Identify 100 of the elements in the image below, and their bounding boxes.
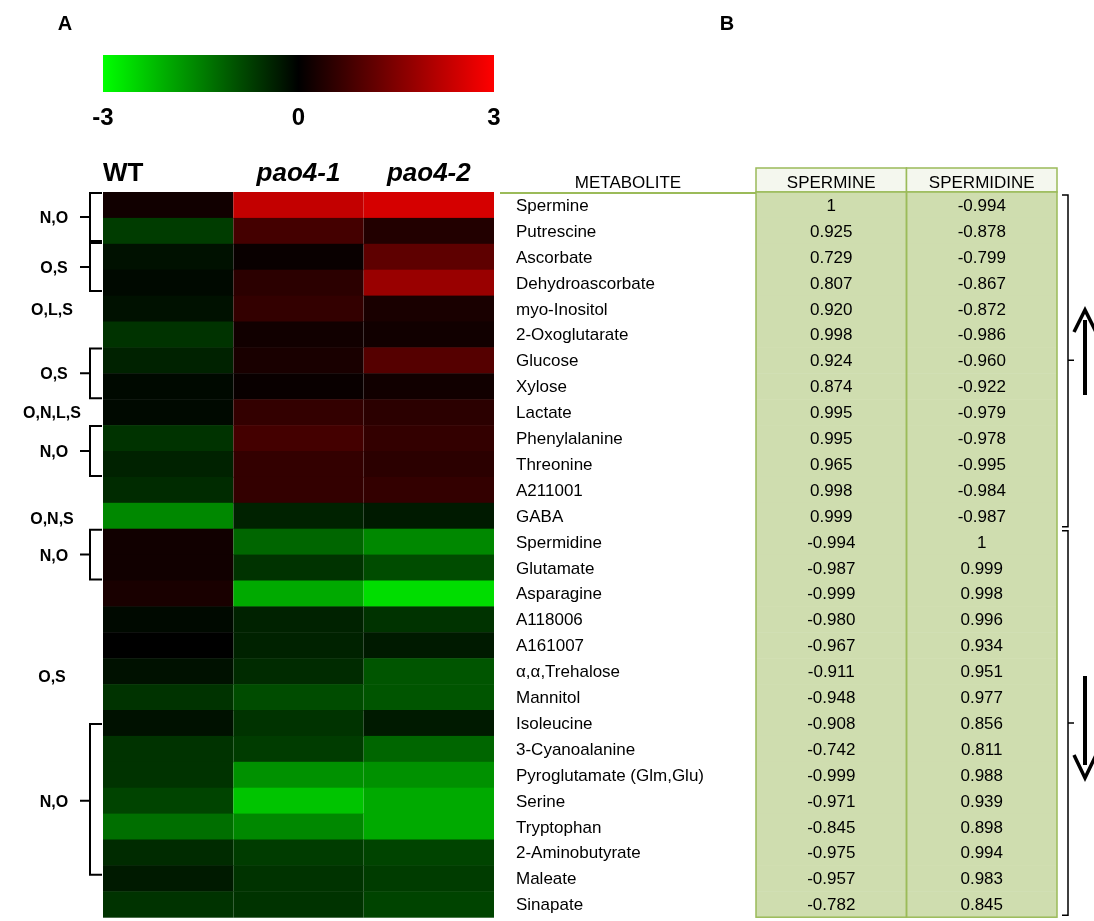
annotation: N,O (39, 209, 69, 227)
data-label: 0.924 (809, 351, 853, 371)
y-tick-label: Spermine (516, 195, 589, 215)
data-label: 0.965 (809, 454, 853, 474)
data-label: -0.872 (957, 299, 1006, 319)
y-tick-label: Glucose (516, 351, 579, 371)
y-tick-label: Sinapate (516, 895, 584, 915)
y-tick-label: Glutamate (516, 558, 595, 578)
data-label: 0.994 (960, 843, 1004, 863)
annotation: O,S (40, 365, 69, 383)
data-label: 0.998 (960, 584, 1004, 604)
y-tick-label: GABA (516, 506, 564, 526)
data-label: 0.811 (961, 739, 1003, 759)
data-label: -0.984 (957, 480, 1006, 500)
y-tick-label: Threonine (516, 454, 593, 474)
x-tick-label: pao4-2 (385, 157, 472, 187)
y-tick-label: Putrescine (516, 221, 597, 241)
data-label: 0.999 (809, 506, 853, 526)
data-label: -0.994 (957, 195, 1006, 215)
annotation: N,O (39, 443, 69, 460)
data-label: -0.911 (807, 662, 855, 682)
y-axis-title: METABOLITE (574, 173, 682, 192)
y-tick-label: Tryptophan (516, 817, 602, 837)
data-label: 0.995 (809, 403, 853, 423)
data-label: -0.742 (807, 739, 856, 759)
y-tick-label: Pyroglutamate (Glm,Glu) (516, 765, 704, 785)
chart-title: A (57, 12, 73, 34)
data-label: 0.939 (960, 791, 1004, 811)
annotation: O,S (40, 259, 69, 277)
data-label: 0.845 (960, 895, 1004, 915)
y-tick-label: Xylose (516, 377, 568, 397)
annotation: N,O (39, 546, 69, 564)
y-tick-label: Ascorbate (516, 247, 593, 267)
data-label: 0.807 (809, 273, 853, 293)
data-label: 0.988 (960, 765, 1004, 785)
data-label: -0.957 (807, 869, 856, 889)
x-tick-label: SPERMINE (786, 173, 876, 192)
data-label: 0.998 (809, 325, 853, 345)
data-label: -0.979 (957, 403, 1006, 423)
data-label: -0.980 (807, 610, 856, 630)
y-tick-label: Isoleucine (516, 713, 593, 733)
data-label: 0.934 (960, 636, 1004, 656)
y-tick-label: Spermidine (516, 532, 602, 552)
color-bar-label: 3 (487, 103, 501, 130)
data-label: -0.960 (957, 351, 1006, 371)
data-label: -0.995 (957, 454, 1006, 474)
data-label: 0.951 (960, 662, 1004, 682)
data-label: -0.922 (957, 377, 1006, 397)
data-label: 0.996 (960, 610, 1004, 630)
y-tick-label: A118006 (516, 610, 583, 630)
annotation: O,N,L,S (23, 404, 82, 422)
data-label: 0.874 (809, 377, 853, 397)
annotation: N,O (39, 792, 69, 810)
y-tick-label: 2-Aminobutyrate (516, 843, 641, 863)
y-tick-label: α,α,Trehalose (516, 662, 621, 682)
data-label: 0.729 (809, 247, 853, 267)
data-label: -0.948 (807, 688, 856, 708)
data-label: -0.986 (957, 325, 1006, 345)
x-tick-label: WT (102, 157, 144, 187)
y-tick-label: Phenylalanine (516, 429, 623, 449)
data-label: 1 (977, 532, 987, 552)
y-tick-label: Lactate (516, 403, 572, 423)
data-label: -0.999 (807, 584, 856, 604)
data-label: -0.867 (957, 273, 1006, 293)
data-label: -0.782 (807, 895, 856, 915)
annotation: O,N,S (30, 510, 75, 528)
data-label: -0.967 (807, 636, 856, 656)
y-tick-label: Dehydroascorbate (516, 273, 655, 293)
data-label: -0.978 (957, 429, 1006, 449)
data-label: 0.920 (809, 299, 853, 319)
data-label: -0.799 (957, 247, 1006, 267)
data-label: 0.998 (809, 480, 853, 500)
color-bar-label: 0 (291, 103, 306, 130)
y-tick-label: Asparagine (516, 584, 603, 604)
data-label: -0.971 (807, 791, 856, 811)
y-tick-label: Maleate (516, 869, 577, 889)
data-label: 0.856 (960, 713, 1004, 733)
color-bar-label: -3 (92, 103, 114, 130)
data-label: -0.994 (807, 532, 856, 552)
data-label: 0.898 (960, 817, 1004, 837)
data-label: -0.987 (957, 506, 1006, 526)
data-label: -0.987 (807, 558, 856, 578)
y-tick-label: Serine (516, 791, 566, 811)
x-tick-label: pao4-1 (255, 157, 341, 187)
x-tick-label: SPERMIDINE (928, 173, 1035, 192)
y-tick-label: 2-Oxoglutarate (516, 325, 629, 345)
data-label: -0.999 (807, 765, 856, 785)
annotation: O,S (38, 668, 67, 686)
data-label: -0.878 (957, 221, 1006, 241)
data-label: -0.908 (807, 713, 856, 733)
data-label: 1 (826, 195, 836, 215)
y-tick-label: Mannitol (516, 688, 581, 708)
data-label: -0.975 (807, 843, 856, 863)
data-label: 0.983 (960, 869, 1004, 889)
chart-title: B (719, 12, 735, 34)
data-label: -0.845 (807, 817, 856, 837)
data-label: 0.977 (960, 688, 1004, 708)
y-tick-label: myo-Inositol (516, 299, 608, 319)
data-label: 0.925 (809, 221, 853, 241)
y-tick-label: A161007 (516, 636, 585, 656)
